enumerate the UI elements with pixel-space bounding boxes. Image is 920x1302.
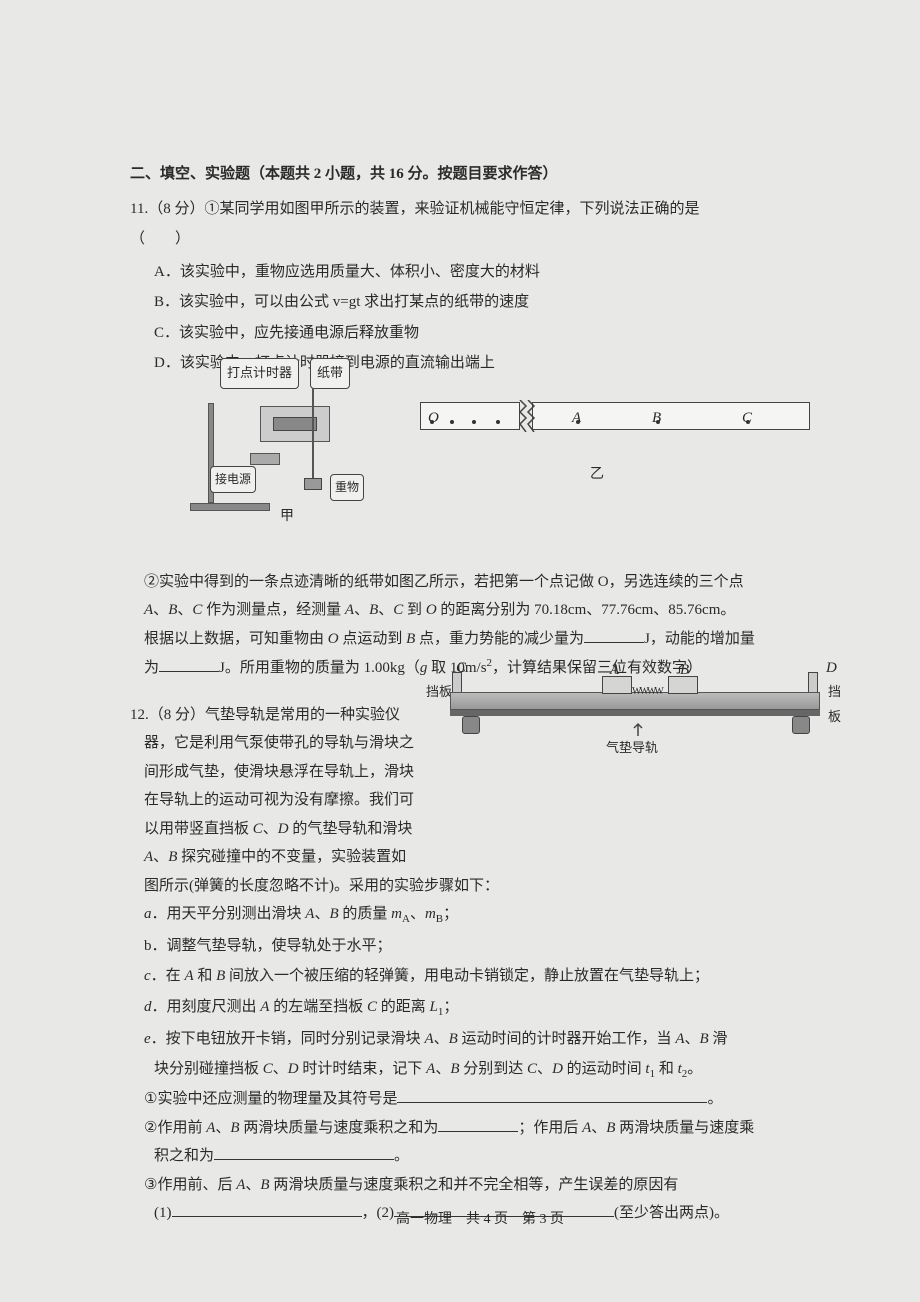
section-title: 二、填空、实验题（本题共 2 小题，共 16 分。按题目要求作答） [130, 160, 830, 189]
exam-page: 二、填空、实验题（本题共 2 小题，共 16 分。按题目要求作答） 11.（8 … [130, 160, 830, 1228]
q12-stem-l5: 以用带竖直挡板 C、D 的气垫导轨和滑块 [144, 815, 424, 844]
stand-base [190, 503, 270, 511]
block-A [602, 676, 632, 694]
figure-airtrack: C D A B 挡板 挡板 WWWW 气垫导轨 [430, 650, 840, 760]
track-leg-right [792, 716, 810, 734]
q12-step-e1: e．按下电钮放开卡销，同时分别记录滑块 A、B 运动时间的计时器开始工作，当 A… [144, 1025, 830, 1054]
timer-box [260, 406, 330, 442]
q12-block: 12.（8 分）气垫导轨是常用的一种实验仪 器，它是利用气泵使带孔的导轨与滑块之… [130, 701, 830, 1228]
power-plug [250, 453, 280, 465]
q12-stem-l2: 器，它是利用气泵使带孔的导轨与滑块之 [144, 729, 424, 758]
track-D: D [826, 654, 837, 683]
q12-stem-l1: 12.（8 分）气垫导轨是常用的一种实验仪 [130, 701, 410, 730]
label-tape: 纸带 [310, 358, 350, 389]
q12-stem-l4: 在导轨上的运动可视为没有摩擦。我们可 [144, 786, 424, 815]
q11-option-c: C．该实验中，应先接通电源后释放重物 [154, 319, 830, 348]
q12-sub2a: ②作用前 A、B 两滑块质量与速度乘积之和为；作用后 A、B 两滑块质量与速度乘 [144, 1114, 830, 1143]
q11-stem: 11.（8 分）①某同学用如图甲所示的装置，来验证机械能守恒定律，下列说法正确的… [130, 195, 830, 224]
q12-step-d: d．用刻度尺测出 A 的左端至挡板 C 的距离 L1； [144, 993, 830, 1023]
dot-3 [496, 420, 500, 424]
figure-jia: 打点计时器 纸带 接电源 重物 甲 [180, 358, 380, 523]
dot-B [656, 420, 660, 424]
q11-part2-l3: 根据以上数据，可知重物由 O 点运动到 B 点，重力势能的减少量为J，动能的增加… [144, 625, 830, 654]
point-B: B [652, 404, 661, 433]
track-leg-left [462, 716, 480, 734]
tape-line [312, 388, 314, 488]
q11-part2-l2: A、B、CA、B、C 作为测量点，经测量 A、B、C 到 O 的距离分别为 70… [144, 596, 830, 625]
dot-O [430, 420, 434, 424]
label-weight: 重物 [330, 474, 364, 501]
point-A: A [572, 404, 581, 433]
q12-stem-l6: A、B 探究碰撞中的不变量，实验装置如 [144, 843, 424, 872]
q11-part2-l1: ②实验中得到的一条点迹清晰的纸带如图乙所示，若把第一个点记做 O，另选连续的三个… [144, 568, 830, 597]
figure-yi: O A B C 乙 [420, 402, 810, 442]
dot-2 [472, 420, 476, 424]
dot-C [746, 420, 750, 424]
blank-sub2b [214, 1142, 394, 1160]
dot-1 [450, 420, 454, 424]
blank-pe [584, 625, 644, 643]
blank-sub1 [397, 1085, 707, 1103]
fig-jia-caption: 甲 [280, 504, 294, 531]
q11-option-a: A．该实验中，重物应选用质量大、体积小、密度大的材料 [154, 258, 830, 287]
tape-break-icon [516, 400, 536, 432]
point-O: O [428, 404, 439, 433]
timer-inner [273, 417, 317, 431]
spring-icon: WWWW [632, 682, 668, 690]
track-caption: 气垫导轨 [606, 736, 658, 761]
q12-sub3a: ③作用前、后 A、B 两滑块质量与速度乘积之和并不完全相等，产生误差的原因有 [144, 1171, 830, 1200]
block-B [668, 676, 698, 694]
blank-sub2a [438, 1114, 518, 1132]
q12-step-a: a．用天平分别测出滑块 A、B 的质量 mA、mB； [144, 900, 830, 930]
label-timer: 打点计时器 [220, 358, 299, 389]
q12-sub2b: 积之和为。 [154, 1142, 830, 1171]
weight-box [304, 478, 322, 490]
right-plate-label: 挡板 [828, 680, 841, 729]
track-base [450, 710, 820, 716]
q12-stem-l3: 间形成气垫，使滑块悬浮在导轨上，滑块 [144, 758, 424, 787]
q11-option-b: B．该实验中，可以由公式 v=gt 求出打某点的纸带的速度 [154, 288, 830, 317]
label-power: 接电源 [210, 466, 256, 493]
left-plate-label: 挡板 [426, 680, 452, 705]
fig-yi-caption: 乙 [590, 462, 604, 489]
q12-step-c: c．在 A 和 B 间放入一个被压缩的轻弹簧，用电动卡销锁定，静止放置在气垫导轨… [144, 962, 830, 991]
dot-A [576, 420, 580, 424]
q12-sub1: ①实验中还应测量的物理量及其符号是。 [144, 1085, 830, 1114]
q12-stem-l7: 图所示(弹簧的长度忽略不计)。采用的实验步骤如下： [144, 872, 830, 901]
q12-step-b: b．调整气垫导轨，使导轨处于水平； [144, 932, 830, 961]
point-C: C [742, 404, 752, 433]
q12-step-e2: 块分别碰撞挡板 C、D 时计时结束，记下 A、B 分别到达 C、D 的运动时间 … [154, 1055, 830, 1085]
blank-ke [159, 654, 219, 672]
page-footer: 高一物理 共 4 页 第 3 页 [130, 1207, 830, 1234]
q11-paren: （ ） [130, 225, 830, 254]
arrow-icon [630, 722, 646, 738]
